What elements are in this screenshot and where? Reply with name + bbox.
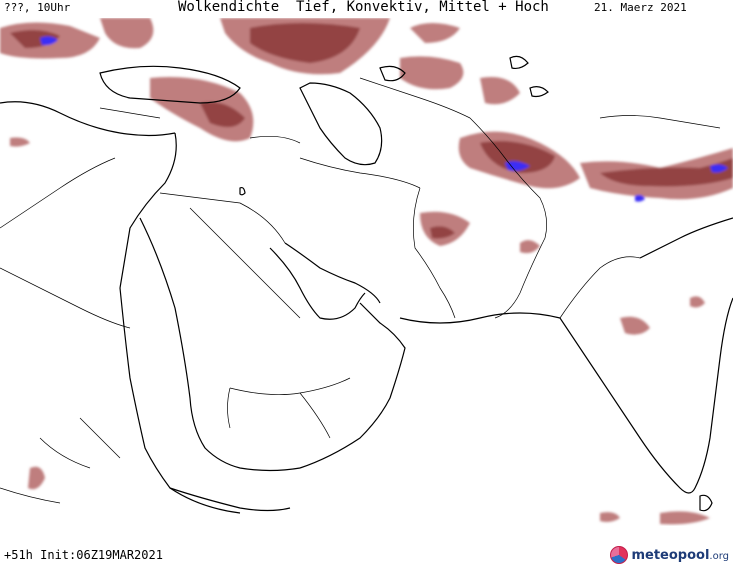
- weather-map: [0, 18, 733, 526]
- map-title: Wolkendichte Tief, Konvektiv, Mittel + H…: [178, 0, 549, 15]
- map-canvas: [0, 18, 733, 525]
- country-borders: [0, 77, 721, 504]
- logo-icon: [610, 546, 629, 564]
- logo-text: meteopool.org: [631, 548, 729, 563]
- logo-tld: .org: [709, 550, 729, 562]
- forecast-date: 21. Maerz 2021: [594, 1, 687, 14]
- cloud-layer: [0, 18, 733, 525]
- init-time-label: +51h Init:06Z19MAR2021: [4, 548, 163, 562]
- logo-main: meteopool: [631, 547, 710, 563]
- coastlines: [0, 55, 733, 514]
- location-time-label: ???, 10Uhr: [4, 1, 71, 14]
- header: ???, 10Uhr Wolkendichte Tief, Konvektiv,…: [0, 0, 733, 18]
- footer: +51h Init:06Z19MAR2021 meteopool.org: [0, 526, 733, 566]
- meteopool-logo[interactable]: meteopool.org: [610, 544, 729, 566]
